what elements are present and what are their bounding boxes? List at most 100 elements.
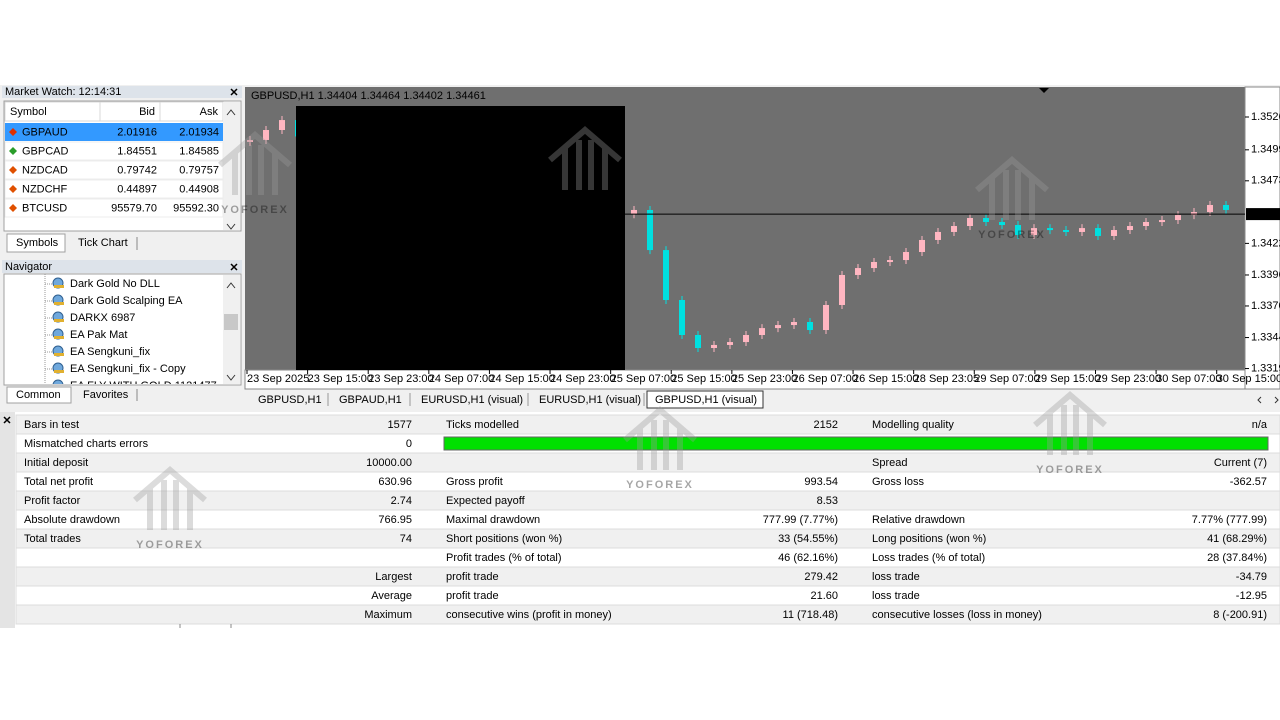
close-icon xyxy=(3,416,11,424)
report-cell: 8 (-200.91) xyxy=(1213,609,1267,621)
column-header: Symbol xyxy=(10,106,47,118)
report-cell: 7.77% (777.99) xyxy=(1192,514,1267,526)
report-cell: 630.96 xyxy=(378,476,412,488)
report-cell: Absolute drawdown xyxy=(24,514,120,526)
candle xyxy=(807,322,813,331)
info-title: EA Sengkuni_fix xyxy=(309,119,396,131)
candle xyxy=(679,300,685,336)
report-cell: 279.42 xyxy=(804,571,838,583)
x-tick-label: 24 Sep 15:00 xyxy=(489,373,554,385)
report-cell: 11 (718.48) xyxy=(783,609,838,621)
chart-tab[interactable]: EURUSD,H1 (visual) xyxy=(421,394,523,406)
report-cell: n/a xyxy=(1252,419,1268,431)
current-price: 1.34461 xyxy=(1250,208,1280,220)
report-cell: Expected payoff xyxy=(446,495,526,507)
row-bg xyxy=(4,160,224,180)
symbol: NZDCHF xyxy=(22,183,67,195)
candle xyxy=(967,217,973,227)
tab-active xyxy=(6,233,66,253)
chart-tab[interactable]: GBPUSD,H1 (visual) xyxy=(655,394,757,406)
info-value: : 3 (-5.63 USD) xyxy=(416,233,490,245)
candle xyxy=(695,335,701,349)
tree-bg xyxy=(3,273,242,386)
report-cell: 33 (54.55%) xyxy=(778,533,838,545)
chart-tab[interactable]: GBPAUD,H1 xyxy=(339,394,402,406)
panel-title: Navigator xyxy=(5,261,52,273)
candle xyxy=(1031,228,1037,235)
tab: Tick Chart xyxy=(78,237,128,249)
current-price-box xyxy=(1246,208,1280,221)
candle xyxy=(1095,228,1101,236)
candle xyxy=(263,130,269,140)
y-tick-label: 1.33960 xyxy=(1251,269,1280,281)
y-tick-label: 1.34990 xyxy=(1251,144,1280,156)
chart-tab[interactable]: GBPUSD,H1 xyxy=(258,394,322,406)
report-cell: 46 (62.16%) xyxy=(778,552,838,564)
candle xyxy=(951,226,957,232)
ea-icon-hat xyxy=(54,353,64,356)
watermark-text: YOFOREX xyxy=(626,479,694,491)
watermark-logo xyxy=(548,126,622,190)
scroll-arrow xyxy=(226,282,236,289)
report-row xyxy=(15,547,1280,568)
ea-icon-hat xyxy=(54,285,64,288)
candle xyxy=(1223,204,1229,210)
ea-icon-hat xyxy=(54,319,64,322)
info-label: Sell xyxy=(304,252,322,264)
x-tick-label: 26 Sep 15:00 xyxy=(853,373,918,385)
report-cell: Current (7) xyxy=(1214,457,1267,469)
info-value: : 1:500 xyxy=(416,157,450,169)
watermark-text: YOFOREX xyxy=(1036,464,1104,476)
info-label: Balance xyxy=(304,195,344,207)
candle xyxy=(1207,204,1213,213)
candle xyxy=(759,328,765,336)
candle xyxy=(1143,221,1149,227)
candle xyxy=(983,217,989,222)
watermark-logo xyxy=(975,156,1049,220)
info-value: : -6.45 USD xyxy=(416,271,474,283)
ask: 2.01934 xyxy=(179,126,219,138)
report-row xyxy=(15,604,1280,625)
candle xyxy=(999,221,1005,226)
row-bg xyxy=(5,123,223,141)
info-box xyxy=(296,106,625,370)
watermark-text: YOFOREX xyxy=(221,204,289,216)
info-value: : 7 Point xyxy=(416,176,456,188)
candle xyxy=(855,268,861,275)
x-tick-label: 30 Sep 07:00 xyxy=(1156,373,1221,385)
panel-title-bar xyxy=(2,260,242,273)
report-cell: 766.95 xyxy=(378,514,412,526)
report-cell: 41 (68.29%) xyxy=(1207,533,1267,545)
report-cell: 0 xyxy=(406,438,412,450)
y-tick-label: 1.33190 xyxy=(1251,362,1280,374)
x-tick-label: 26 Sep 07:00 xyxy=(792,373,857,385)
y-tick-label: 1.34220 xyxy=(1251,237,1280,249)
nav-item: Dark Gold No DLL xyxy=(70,278,160,290)
tab: Common xyxy=(16,389,61,401)
candle xyxy=(1127,226,1133,231)
x-tick-label: 24 Sep 07:00 xyxy=(429,373,494,385)
report-cell: 10000.00 xyxy=(366,457,412,469)
candle xyxy=(919,239,925,253)
x-tick-label: 29 Sep 23:00 xyxy=(1095,373,1160,385)
x-tick-label: 25 Sep 23:00 xyxy=(732,373,797,385)
candle xyxy=(1159,220,1165,223)
report-cell: profit trade xyxy=(446,590,499,602)
tab: Symbols xyxy=(16,237,59,249)
ea-icon-hat xyxy=(54,302,64,305)
report-row xyxy=(15,509,1280,530)
info-value: : 10630.96 USD xyxy=(416,214,494,226)
candle xyxy=(823,304,829,331)
report-row xyxy=(15,528,1280,549)
scrollbar xyxy=(223,102,240,230)
x-tick-label: 30 Sep 15:00 xyxy=(1217,373,1280,385)
chart-tab[interactable]: EURUSD,H1 (visual) xyxy=(539,394,641,406)
watermark: YOFOREX xyxy=(548,126,622,211)
y-tick-label: 1.33445 xyxy=(1251,331,1280,343)
tab-active xyxy=(646,390,764,409)
scroll-arrow xyxy=(226,223,236,230)
candle xyxy=(791,322,797,326)
nav-item: EA Sengkuni_fix xyxy=(70,346,151,358)
info-label: Spread xyxy=(304,176,339,188)
